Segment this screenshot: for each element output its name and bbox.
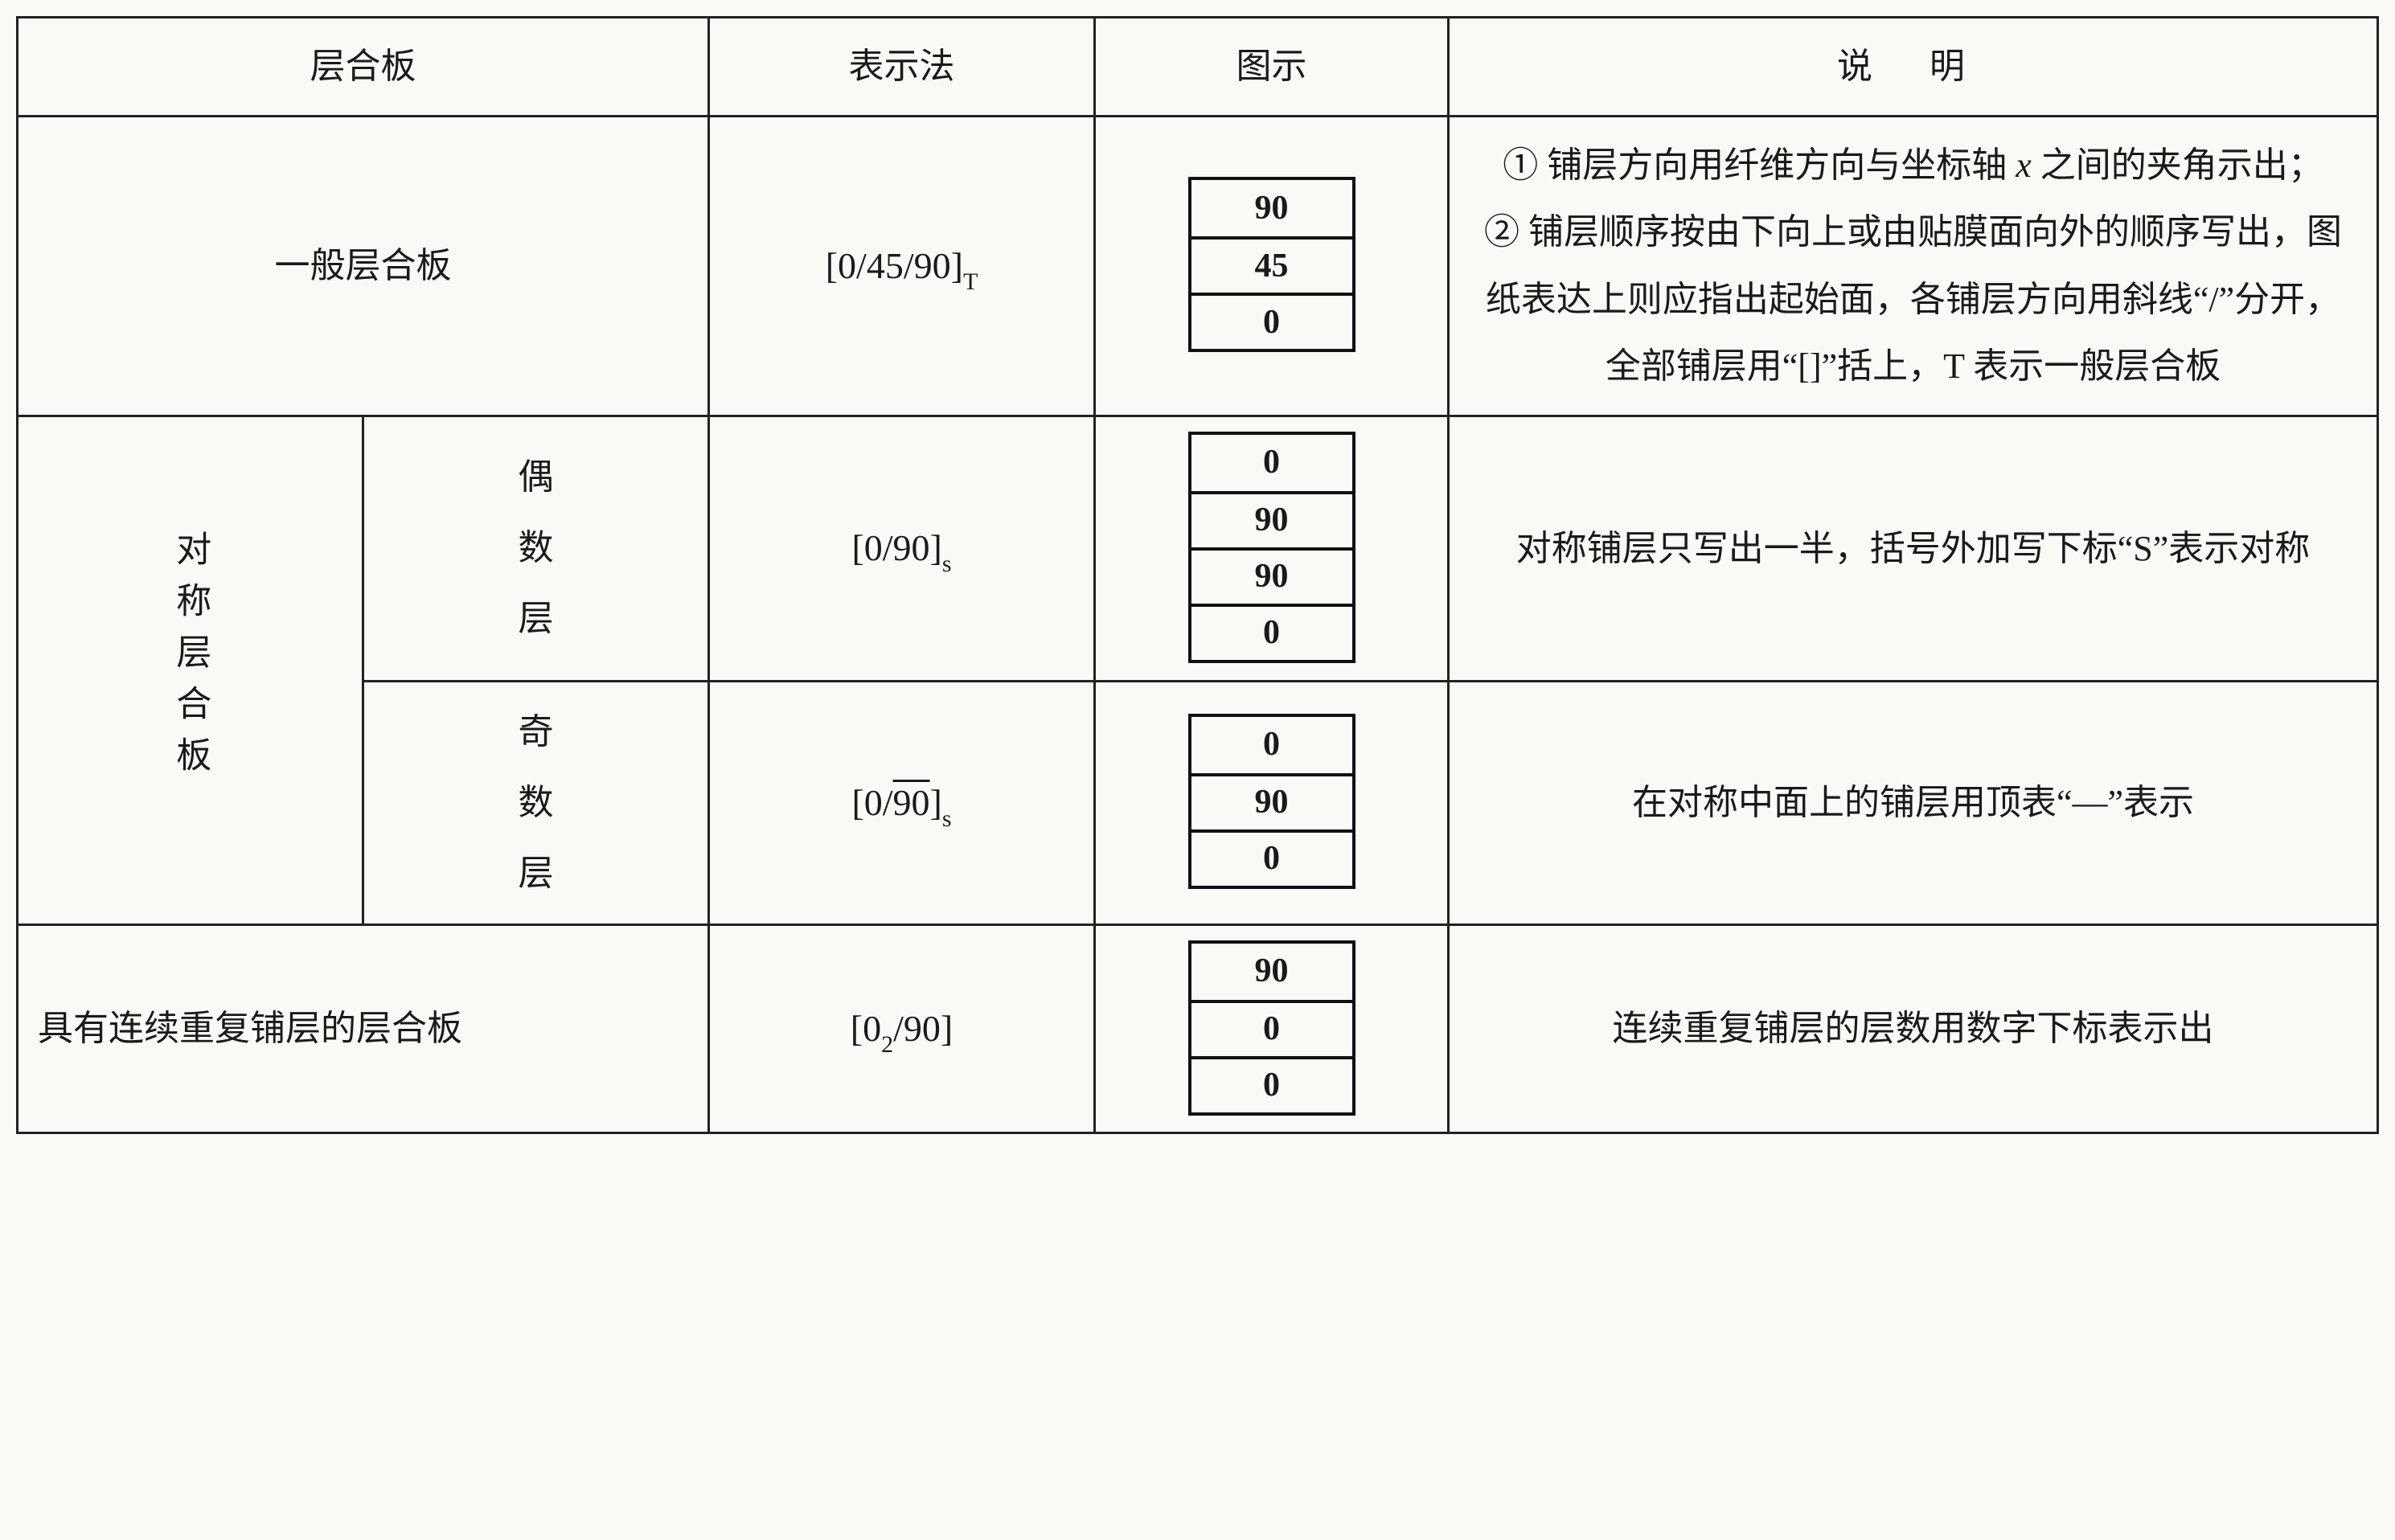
ply-cell: 0: [1191, 717, 1352, 773]
page: 层合板 表示法 图示 说 明 一般层合板 [0/45/90]T 90 45 0 …: [16, 16, 2379, 1134]
notation-prefix: [0/45/90]: [826, 245, 963, 286]
sub-label-char: 数: [519, 528, 554, 567]
table-row: 对称层合板 偶 数 层 [0/90]s 0 90 90 0 对: [18, 416, 2378, 681]
notation-text: [02/90]: [851, 1008, 953, 1049]
ply-stack: 0 90 90 0: [1188, 432, 1355, 663]
ply-stack: 0 90 0: [1188, 714, 1355, 889]
row4-label: 具有连续重复铺层的层合板: [18, 924, 709, 1133]
sub-label-char: 数: [519, 783, 554, 822]
table-row: 奇 数 层 [0/90]s 0 90 0 在对称中面上的铺层用顶表“—”表示: [18, 681, 2378, 924]
ply-cell: 0: [1191, 604, 1352, 660]
ply-cell: 90: [1191, 547, 1352, 604]
row4-description: 连续重复铺层的层数用数字下标表示出: [1449, 924, 2378, 1133]
sub-label-char: 层: [519, 854, 554, 893]
sub-label-char: 层: [519, 599, 554, 638]
ply-cell: 90: [1191, 944, 1352, 1000]
ply-stack: 90 0 0: [1188, 940, 1355, 1116]
notation-open: [0: [851, 1008, 881, 1049]
notation-close: ]: [930, 782, 942, 823]
row3-notation: [0/90]s: [709, 681, 1095, 924]
row4-notation: [02/90]: [709, 924, 1095, 1133]
row2-notation: [0/90]s: [709, 416, 1095, 681]
row3-sub-label: 奇 数 层: [383, 697, 688, 909]
ply-cell: 0: [1191, 1000, 1352, 1056]
sub-label-char: 偶: [519, 457, 554, 497]
notation-subscript-inline: 2: [881, 1031, 893, 1058]
ply-cell: 45: [1191, 236, 1352, 293]
ply-stack: 90 45 0: [1188, 177, 1355, 352]
notation-subscript: s: [942, 805, 952, 832]
header-laminate: 层合板: [18, 18, 709, 117]
desc-line-2: ② 铺层顺序按由下向上或由贴膜面向外的顺序写出，图纸表达上则应指出起始面，各铺层…: [1469, 199, 2357, 400]
header-notation: 表示法: [709, 18, 1095, 117]
row2-group-label: 对称层合板: [157, 530, 224, 788]
notation-rest: /90]: [893, 1008, 953, 1049]
header-description-text: 说 明: [1837, 47, 1989, 86]
row2-group-label-cell: 对称层合板: [18, 416, 363, 924]
row4-diagram: 90 0 0: [1095, 924, 1449, 1133]
row3-diagram: 0 90 0: [1095, 681, 1449, 924]
notation-subscript: s: [942, 551, 952, 577]
notation-text: [0/45/90]T: [826, 245, 978, 286]
notation-subscript: T: [963, 268, 978, 295]
table-header-row: 层合板 表示法 图示 说 明: [18, 18, 2378, 117]
row1-description: ① 铺层方向用纤维方向与坐标轴 x 之间的夹角示出； ② 铺层顺序按由下向上或由…: [1449, 116, 2378, 416]
ply-cell: 0: [1191, 1056, 1352, 1112]
notation-prefix: [0/90]: [851, 527, 941, 568]
sub-label-char: 奇: [519, 712, 554, 752]
row2-sub-label: 偶 数 层: [383, 442, 688, 654]
row2-description: 对称铺层只写出一半，括号外加写下标“S”表示对称: [1449, 416, 2378, 681]
table-row: 一般层合板 [0/45/90]T 90 45 0 ① 铺层方向用纤维方向与坐标轴…: [18, 116, 2378, 416]
row2-sub-label-cell: 偶 数 层: [363, 416, 709, 681]
header-diagram: 图示: [1095, 18, 1449, 117]
header-description: 说 明: [1449, 18, 2378, 117]
desc-text: 之间的夹角示出；: [2032, 145, 2323, 185]
row3-sub-label-cell: 奇 数 层: [363, 681, 709, 924]
ply-cell: 90: [1191, 180, 1352, 236]
row1-notation: [0/45/90]T: [709, 116, 1095, 416]
row3-description: 在对称中面上的铺层用顶表“—”表示: [1449, 681, 2378, 924]
row2-diagram: 0 90 90 0: [1095, 416, 1449, 681]
table-row: 具有连续重复铺层的层合板 [02/90] 90 0 0 连续重复铺层的层数用数字…: [18, 924, 2378, 1133]
desc-text: ① 铺层方向用纤维方向与坐标轴: [1503, 145, 2016, 185]
ply-cell: 0: [1191, 293, 1352, 349]
notation-open: [0/: [851, 782, 892, 823]
desc-var-x: x: [2016, 145, 2032, 185]
laminate-notation-table: 层合板 表示法 图示 说 明 一般层合板 [0/45/90]T 90 45 0 …: [16, 16, 2379, 1134]
row1-label: 一般层合板: [18, 116, 709, 416]
row1-diagram: 90 45 0: [1095, 116, 1449, 416]
notation-text: [0/90]s: [851, 527, 951, 568]
desc-line-1: ① 铺层方向用纤维方向与坐标轴 x 之间的夹角示出；: [1469, 132, 2357, 199]
ply-cell: 0: [1191, 435, 1352, 491]
notation-text: [0/90]s: [851, 782, 951, 823]
notation-overline: 90: [893, 782, 930, 823]
ply-cell: 0: [1191, 829, 1352, 886]
ply-cell: 90: [1191, 773, 1352, 829]
ply-cell: 90: [1191, 491, 1352, 547]
